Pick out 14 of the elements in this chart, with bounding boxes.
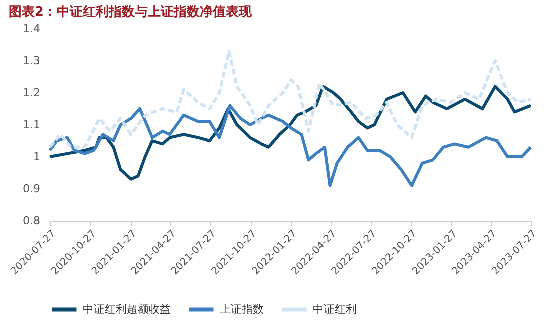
y-tick-label: 0.9 xyxy=(23,182,40,196)
y-tick-label: 0.8 xyxy=(23,214,40,228)
legend-label: 中证红利 xyxy=(313,302,357,316)
y-tick-label: 1.2 xyxy=(23,86,40,100)
line-series xyxy=(48,85,532,181)
y-tick-label: 1.3 xyxy=(23,54,40,68)
chart-title: 图表2：中证红利指数与上证指数净值表现 xyxy=(8,4,253,20)
line-series xyxy=(48,104,532,188)
y-tick-label: 1.4 xyxy=(23,22,40,36)
legend-label: 中证红利超额收益 xyxy=(83,302,171,316)
y-tick-label: 1 xyxy=(34,150,40,164)
line-series xyxy=(48,50,532,149)
legend-label: 上证指数 xyxy=(220,302,264,316)
y-tick-label: 1.1 xyxy=(23,118,40,132)
